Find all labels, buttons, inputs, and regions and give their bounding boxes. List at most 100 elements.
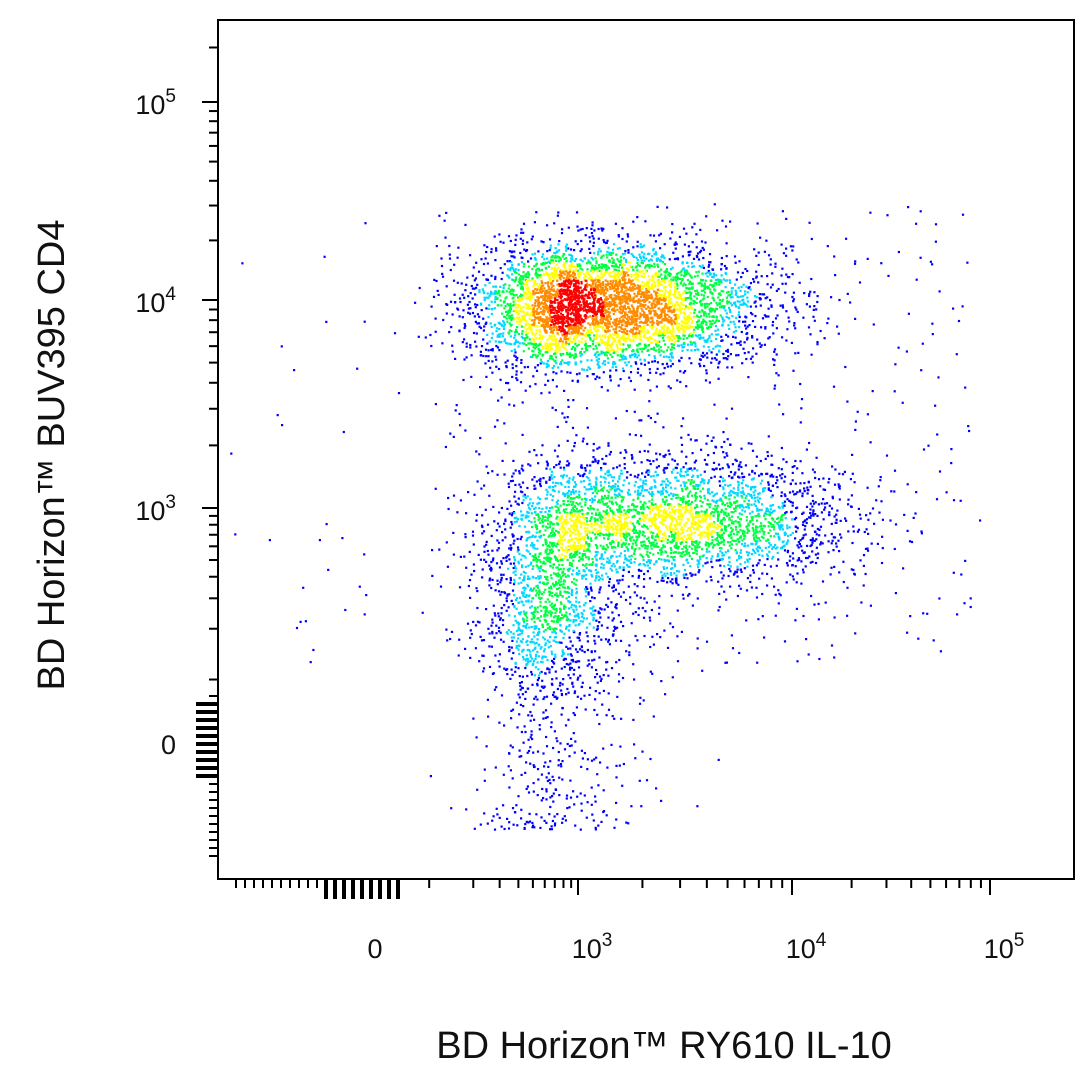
event-point [705, 442, 708, 445]
event-point [796, 544, 799, 547]
event-point [438, 548, 441, 551]
event-point [598, 248, 601, 251]
event-point [526, 643, 529, 647]
event-point [805, 521, 808, 525]
event-point [859, 517, 862, 520]
event-point [522, 705, 525, 708]
event-point [529, 342, 532, 345]
event-point [746, 531, 749, 534]
event-point [709, 503, 712, 506]
event-point [653, 355, 656, 358]
event-point [711, 357, 714, 360]
event-point [539, 536, 542, 539]
event-point [786, 498, 789, 501]
event-point [509, 769, 512, 772]
event-point [696, 469, 699, 472]
event-point [594, 676, 597, 679]
event-point [713, 403, 716, 406]
event-point [652, 715, 655, 718]
event-point [566, 496, 569, 499]
event-point [833, 515, 836, 518]
event-point [557, 482, 560, 485]
event-point [535, 585, 538, 588]
event-point [573, 668, 576, 671]
event-point [493, 828, 497, 831]
event-point [723, 440, 726, 443]
event-point [522, 655, 525, 659]
event-point [488, 584, 491, 587]
event-point [753, 486, 756, 489]
event-point [675, 570, 679, 573]
event-point [738, 300, 741, 303]
event-point [626, 233, 629, 236]
event-point [488, 579, 491, 582]
event-point [827, 481, 830, 484]
event-point [759, 459, 762, 463]
event-point [542, 697, 545, 701]
event-point [745, 506, 748, 509]
event-point [675, 574, 678, 577]
event-point [795, 258, 798, 261]
event-point [758, 342, 761, 345]
event-point [811, 499, 815, 503]
event-point [822, 498, 825, 501]
event-point [621, 784, 624, 787]
event-point [604, 477, 607, 480]
event-point [541, 657, 544, 660]
event-point [643, 597, 646, 600]
event-point [475, 519, 478, 522]
event-point [507, 287, 510, 290]
event-point [634, 547, 637, 550]
event-point [811, 468, 815, 471]
event-point [677, 277, 680, 280]
event-point [702, 266, 705, 269]
event-point [526, 510, 529, 513]
event-point [540, 660, 543, 663]
event-point [556, 594, 559, 597]
event-point [637, 491, 640, 494]
event-point [727, 550, 730, 553]
event-point [623, 357, 626, 360]
event-point [643, 359, 646, 362]
event-point [717, 559, 720, 562]
event-point [571, 379, 574, 382]
event-point [614, 496, 617, 499]
event-point [534, 666, 537, 669]
event-point [445, 211, 448, 214]
event-point [480, 524, 484, 527]
event-point [722, 278, 725, 281]
event-point [914, 512, 917, 515]
event-point [546, 464, 549, 467]
event-point [470, 632, 473, 636]
event-point [445, 312, 448, 315]
event-point [754, 500, 757, 503]
event-point [719, 550, 722, 553]
event-point [531, 525, 534, 529]
event-point [685, 455, 688, 458]
event-point [483, 325, 486, 328]
event-point [526, 515, 529, 518]
event-point [586, 635, 589, 638]
event-point [846, 400, 849, 403]
event-point [569, 653, 572, 656]
event-point [736, 491, 739, 495]
event-point [796, 527, 799, 530]
event-point [595, 572, 598, 575]
event-point [522, 469, 525, 472]
event-point [563, 573, 566, 576]
event-point [517, 693, 520, 696]
event-point [429, 775, 432, 778]
event-point [494, 614, 497, 617]
event-point [761, 554, 764, 557]
event-point [539, 484, 542, 488]
event-point [658, 557, 661, 560]
event-point [823, 337, 826, 340]
event-point [737, 481, 740, 484]
event-point [660, 799, 663, 802]
event-point [567, 585, 570, 589]
event-point [698, 555, 702, 558]
event-point [542, 650, 546, 653]
event-point [539, 647, 542, 650]
event-point [601, 500, 604, 503]
event-point [609, 376, 612, 379]
